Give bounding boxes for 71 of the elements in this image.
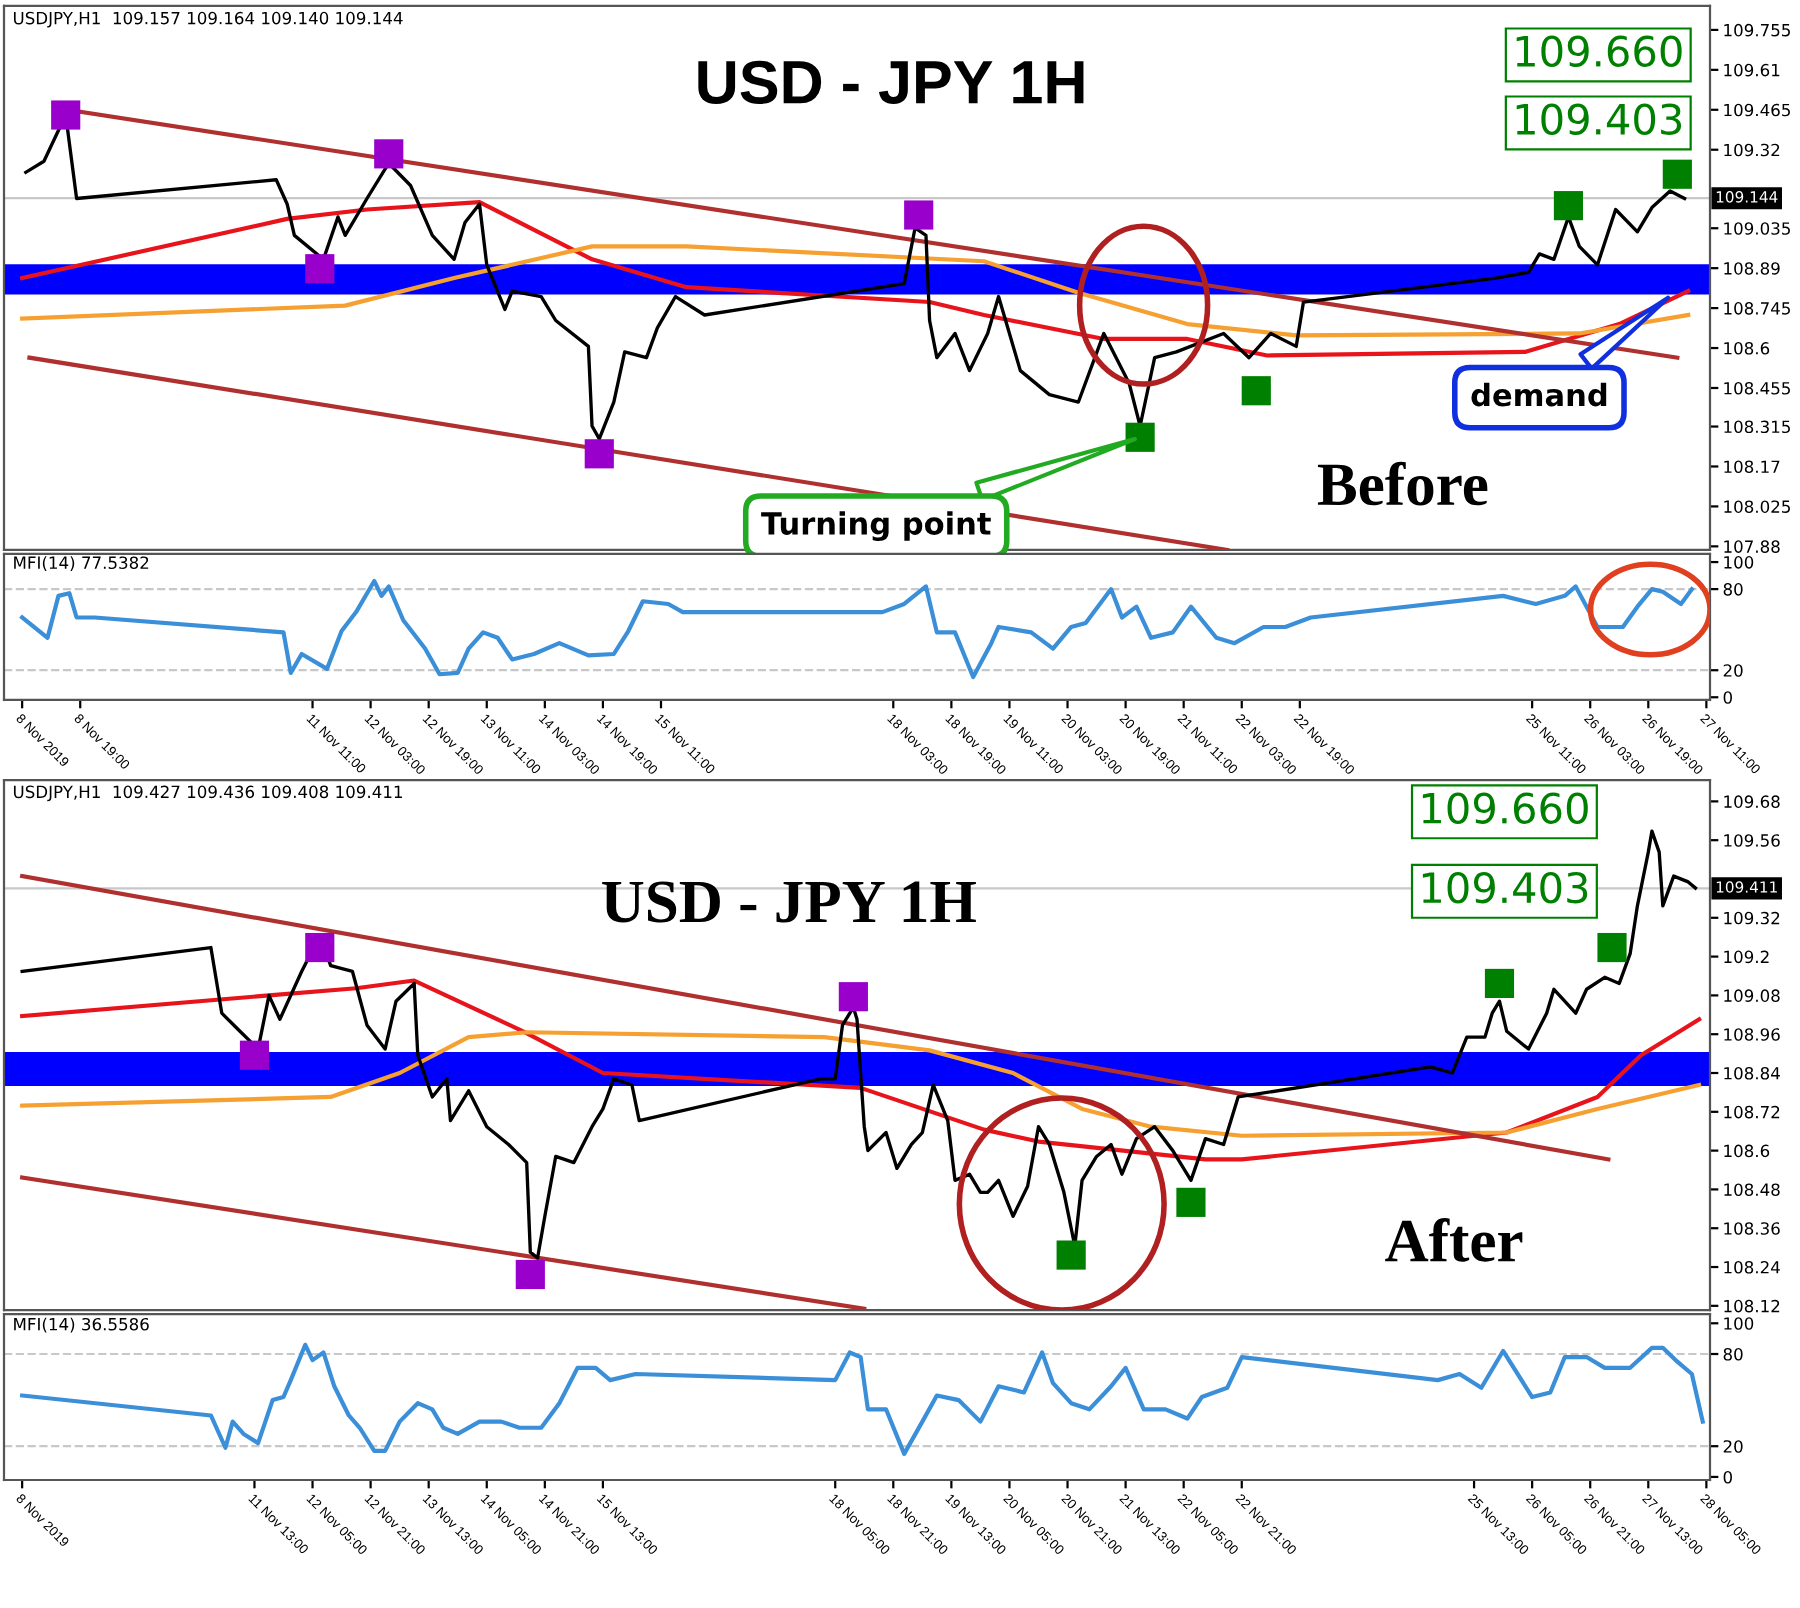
y-tick-label: 108.025 <box>1724 500 1790 513</box>
y-tick-label: 108.24 <box>1724 1260 1780 1274</box>
point <box>1553 191 1584 221</box>
point <box>1056 1240 1086 1270</box>
y-tick-label: 108.48 <box>1724 1183 1780 1196</box>
annotation: 109.403 <box>1516 103 1682 135</box>
y-tick-label: 20 <box>1723 1440 1743 1453</box>
y-tick-label: 108.89 <box>1724 262 1780 275</box>
point <box>1597 932 1627 963</box>
point <box>584 439 614 469</box>
y-tick-label: 100 <box>1724 1317 1754 1330</box>
line-series <box>20 244 1691 338</box>
chart-title: MFI(14) 36.5586 <box>14 1317 149 1333</box>
y-tick-label: 108.745 <box>1724 302 1790 315</box>
point <box>239 1040 270 1070</box>
line-series <box>20 1030 1702 1138</box>
point <box>1176 1187 1206 1217</box>
y-tick-label: 108.6 <box>1724 342 1770 355</box>
line-series <box>20 978 1702 1162</box>
y-tick-label: 20 <box>1723 664 1743 677</box>
y-tick-label: 108.84 <box>1724 1066 1780 1080</box>
point <box>515 1259 545 1290</box>
point <box>1241 376 1271 406</box>
point <box>1484 968 1515 999</box>
annotation: 109.660 <box>1516 35 1682 67</box>
text: USD - JPY 1H <box>602 881 976 923</box>
annotation: Turning point <box>761 511 991 542</box>
annotation: Before <box>1317 461 1488 506</box>
point <box>1662 159 1692 189</box>
y-tick-label: 80 <box>1723 583 1743 596</box>
y-tick-label: 109.2 <box>1724 950 1769 964</box>
annotation: 109.660 <box>1422 792 1588 824</box>
point <box>305 932 335 963</box>
y-tick-label: 107.88 <box>1724 540 1780 553</box>
point <box>838 982 868 1012</box>
y-tick-label: 108.96 <box>1724 1028 1780 1041</box>
annotation: After <box>1385 1218 1523 1262</box>
y-tick-label: 108.36 <box>1724 1222 1780 1235</box>
line-series <box>20 199 1691 358</box>
point <box>1125 422 1155 452</box>
chart-subtitle: USDJPY,H1 109.427 109.436 109.408 109.411 <box>13 785 402 802</box>
chart-subtitle: USDJPY,H1 109.157 109.164 109.140 109.144 <box>13 11 403 28</box>
line-series <box>20 578 1694 680</box>
chart-title: MFI(14) 77.5382 <box>14 556 149 571</box>
y-tick-label: 109.035 <box>1724 222 1790 235</box>
y-tick-label: 109.68 <box>1724 795 1780 808</box>
y-tick-label: 109.32 <box>1724 911 1780 925</box>
y-tick-label: 0 <box>1723 691 1732 704</box>
y-tick-label: 108.6 <box>1724 1144 1770 1158</box>
y-tick-label: 109.755 <box>1724 23 1790 37</box>
y-tick-label: 108.17 <box>1724 460 1780 474</box>
y-tick-label: 109.08 <box>1724 989 1780 1002</box>
point <box>904 200 934 230</box>
y-tick-label: 109.465 <box>1724 103 1790 117</box>
line-series <box>20 1342 1705 1456</box>
y-tick-label: 109.61 <box>1724 63 1780 77</box>
y-tick-label: 108.455 <box>1724 381 1790 395</box>
y-tick-label: 109.56 <box>1724 834 1780 847</box>
point <box>51 100 81 130</box>
y-tick-label: 80 <box>1723 1347 1743 1361</box>
text: USD - JPY 1H <box>698 60 1084 104</box>
y-tick-label: 0 <box>1723 1470 1732 1484</box>
point <box>305 254 335 284</box>
annotation: 109.403 <box>1422 871 1588 904</box>
y-tick-label: 100 <box>1724 556 1754 569</box>
y-tick-label: 108.72 <box>1724 1105 1780 1119</box>
point <box>374 139 404 169</box>
annotation: demand <box>1471 382 1607 407</box>
y-tick-label: 109.32 <box>1724 143 1780 157</box>
y-tick-label: 108.12 <box>1724 1299 1780 1313</box>
y-tick-label: 108.315 <box>1724 420 1790 434</box>
